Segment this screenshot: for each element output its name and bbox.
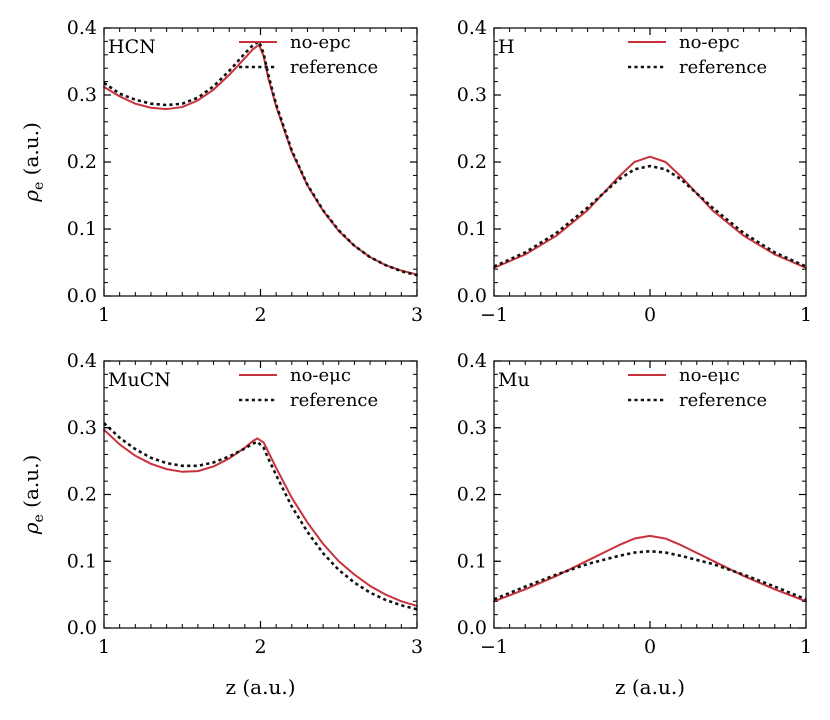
legend-label: reference (290, 390, 378, 411)
panel-label: Mu (498, 369, 530, 391)
y-tick-label: 0.3 (67, 84, 97, 106)
x-tick-label: 0 (644, 304, 656, 326)
y-tick-label: 0.2 (67, 151, 97, 173)
series-line-no-coupling (103, 43, 418, 276)
y-tick-label: 0.4 (67, 350, 97, 372)
panel-h: 0.0 0.1 0.2 0.3 0.4 −1 0 1 H no-epc reference (457, 17, 812, 326)
panel-label: HCN (108, 36, 156, 58)
y-tick-label: 0.4 (457, 17, 487, 39)
y-tick-label: 0.3 (457, 417, 487, 439)
x-tick-label: 3 (411, 304, 423, 326)
panel-label: MuCN (108, 369, 171, 391)
y-tick-label: 0.1 (457, 550, 487, 572)
y-tick-label: 0.1 (67, 218, 97, 240)
y-tick-label: 0.4 (457, 350, 487, 372)
series-line-no-coupling (493, 155, 807, 269)
y-tick-label: 0.2 (457, 484, 487, 506)
x-tick-label: 3 (411, 636, 423, 658)
y-tick-label: 0.1 (457, 218, 487, 240)
y-tick-label: 0.2 (67, 484, 97, 506)
x-tick-label: −1 (480, 304, 508, 326)
x-tick-label: 2 (254, 636, 266, 658)
y-tick-label: 0.3 (67, 417, 97, 439)
x-tick-label: −1 (480, 636, 508, 658)
y-tick-label: 0.3 (457, 84, 487, 106)
y-axis-label: ρe (a.u.) (19, 122, 47, 203)
panel-mucn: 0.0 0.1 0.2 0.3 0.4 1 2 3 MuCN no-eμc reference ρe … (19, 350, 423, 699)
legend-label: no-eμc (679, 365, 740, 386)
panel-mu: 0.0 0.1 0.2 0.3 0.4 −1 0 1 Mu no-eμc reference z (a… (457, 350, 812, 699)
series-line-reference (103, 422, 418, 611)
y-tick-label: 0.0 (67, 285, 97, 307)
x-tick-label: 1 (800, 304, 812, 326)
legend-label: reference (679, 57, 767, 78)
x-axis-label: z (a.u.) (615, 675, 685, 699)
panel-hcn: 0.0 0.1 0.2 0.3 0.4 1 2 3 HCN no-epc reference ρe (… (19, 17, 423, 326)
y-tick-label: 0.2 (457, 151, 487, 173)
series-line-no-coupling (103, 428, 418, 607)
series-line-reference (493, 164, 807, 268)
legend-label: reference (679, 390, 767, 411)
y-tick-label: 0.1 (67, 550, 97, 572)
y-axis-label: ρe (a.u.) (19, 455, 47, 536)
legend-label: no-epc (290, 32, 351, 53)
x-axis-label: z (a.u.) (225, 675, 295, 699)
series-line-no-coupling (493, 534, 807, 603)
x-tick-label: 1 (98, 304, 110, 326)
series-line-reference (103, 40, 418, 277)
legend-label: no-epc (679, 32, 740, 53)
panel-label: H (498, 36, 515, 58)
y-tick-label: 0.0 (457, 285, 487, 307)
y-tick-label: 0.0 (457, 617, 487, 639)
y-tick-label: 0.0 (67, 617, 97, 639)
x-tick-label: 0 (644, 636, 656, 658)
x-tick-label: 1 (800, 636, 812, 658)
legend-label: no-eμc (290, 365, 351, 386)
series-line-reference (493, 549, 807, 601)
y-tick-label: 0.4 (67, 17, 97, 39)
legend-label: reference (290, 57, 378, 78)
x-tick-label: 2 (254, 304, 266, 326)
x-tick-label: 1 (98, 636, 110, 658)
